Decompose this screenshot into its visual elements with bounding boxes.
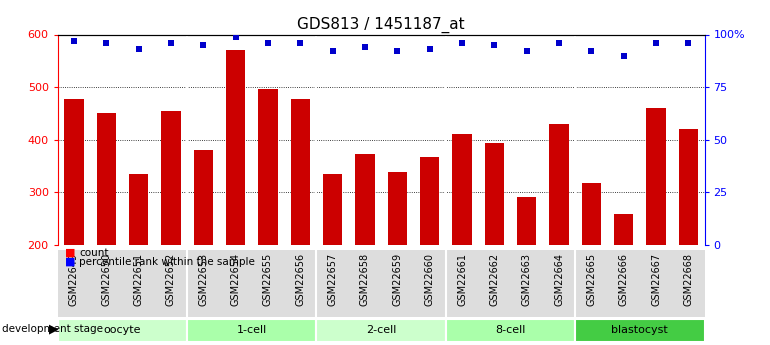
Text: GSM22666: GSM22666 xyxy=(619,253,628,306)
Point xyxy=(68,38,80,43)
Bar xyxy=(484,144,504,245)
Bar xyxy=(129,174,149,245)
Text: GSM22665: GSM22665 xyxy=(587,253,596,306)
Text: GSM22668: GSM22668 xyxy=(684,253,693,306)
Text: GSM22652: GSM22652 xyxy=(166,253,176,306)
Text: GSM22659: GSM22659 xyxy=(393,253,402,306)
FancyBboxPatch shape xyxy=(187,319,316,342)
Text: GSM22651: GSM22651 xyxy=(134,253,143,306)
Point xyxy=(132,47,145,52)
Point xyxy=(262,40,274,46)
Bar xyxy=(420,157,440,245)
Bar xyxy=(96,114,116,245)
Text: GSM22664: GSM22664 xyxy=(554,253,564,306)
Text: GSM22654: GSM22654 xyxy=(231,253,240,306)
Text: oocyte: oocyte xyxy=(104,325,141,335)
Bar xyxy=(646,108,666,245)
Point xyxy=(165,40,177,46)
Title: GDS813 / 1451187_at: GDS813 / 1451187_at xyxy=(297,17,465,33)
FancyBboxPatch shape xyxy=(575,319,705,342)
Text: GSM22663: GSM22663 xyxy=(522,253,531,306)
Text: 8-cell: 8-cell xyxy=(495,325,526,335)
Text: 2-cell: 2-cell xyxy=(366,325,397,335)
Bar xyxy=(452,135,472,245)
Point xyxy=(682,40,695,46)
Bar xyxy=(323,174,343,245)
Text: GSM22655: GSM22655 xyxy=(263,253,273,306)
Point xyxy=(456,40,468,46)
Bar xyxy=(193,150,213,245)
Text: GSM22656: GSM22656 xyxy=(296,253,305,306)
Text: GSM22657: GSM22657 xyxy=(328,253,337,306)
Bar xyxy=(549,124,569,245)
Bar xyxy=(387,172,407,245)
Text: blastocyst: blastocyst xyxy=(611,325,668,335)
Point xyxy=(488,42,500,48)
Text: 1-cell: 1-cell xyxy=(236,325,267,335)
Bar xyxy=(517,197,537,245)
Bar xyxy=(64,99,84,245)
Point xyxy=(618,53,630,58)
Bar xyxy=(226,50,246,245)
Text: count: count xyxy=(79,248,109,258)
Text: development stage: development stage xyxy=(2,324,102,334)
Bar xyxy=(355,155,375,245)
Bar xyxy=(258,89,278,245)
Point xyxy=(424,47,436,52)
Text: ■: ■ xyxy=(65,257,76,267)
FancyBboxPatch shape xyxy=(316,319,446,342)
Text: ■: ■ xyxy=(65,248,76,258)
Point xyxy=(197,42,209,48)
Point xyxy=(650,40,662,46)
Text: GSM22658: GSM22658 xyxy=(360,253,370,306)
Text: GSM22650: GSM22650 xyxy=(102,253,111,306)
Bar xyxy=(290,99,310,245)
Point xyxy=(553,40,565,46)
Bar xyxy=(161,111,181,245)
Point xyxy=(100,40,112,46)
Bar xyxy=(678,129,698,245)
Point xyxy=(391,49,403,54)
Text: percentile rank within the sample: percentile rank within the sample xyxy=(79,257,255,267)
Bar xyxy=(581,183,601,245)
Text: GSM22653: GSM22653 xyxy=(199,253,208,306)
Point xyxy=(229,34,242,39)
Point xyxy=(359,45,371,50)
Text: GSM22661: GSM22661 xyxy=(457,253,467,306)
Text: GSM22662: GSM22662 xyxy=(490,253,499,306)
Text: ▶: ▶ xyxy=(49,322,59,335)
Point xyxy=(326,49,339,54)
Point xyxy=(521,49,533,54)
Point xyxy=(294,40,306,46)
Text: GSM22667: GSM22667 xyxy=(651,253,661,306)
FancyBboxPatch shape xyxy=(58,319,187,342)
Bar xyxy=(614,215,634,245)
FancyBboxPatch shape xyxy=(446,319,575,342)
Point xyxy=(585,49,598,54)
Text: GSM22649: GSM22649 xyxy=(69,253,79,306)
Text: GSM22660: GSM22660 xyxy=(425,253,434,306)
